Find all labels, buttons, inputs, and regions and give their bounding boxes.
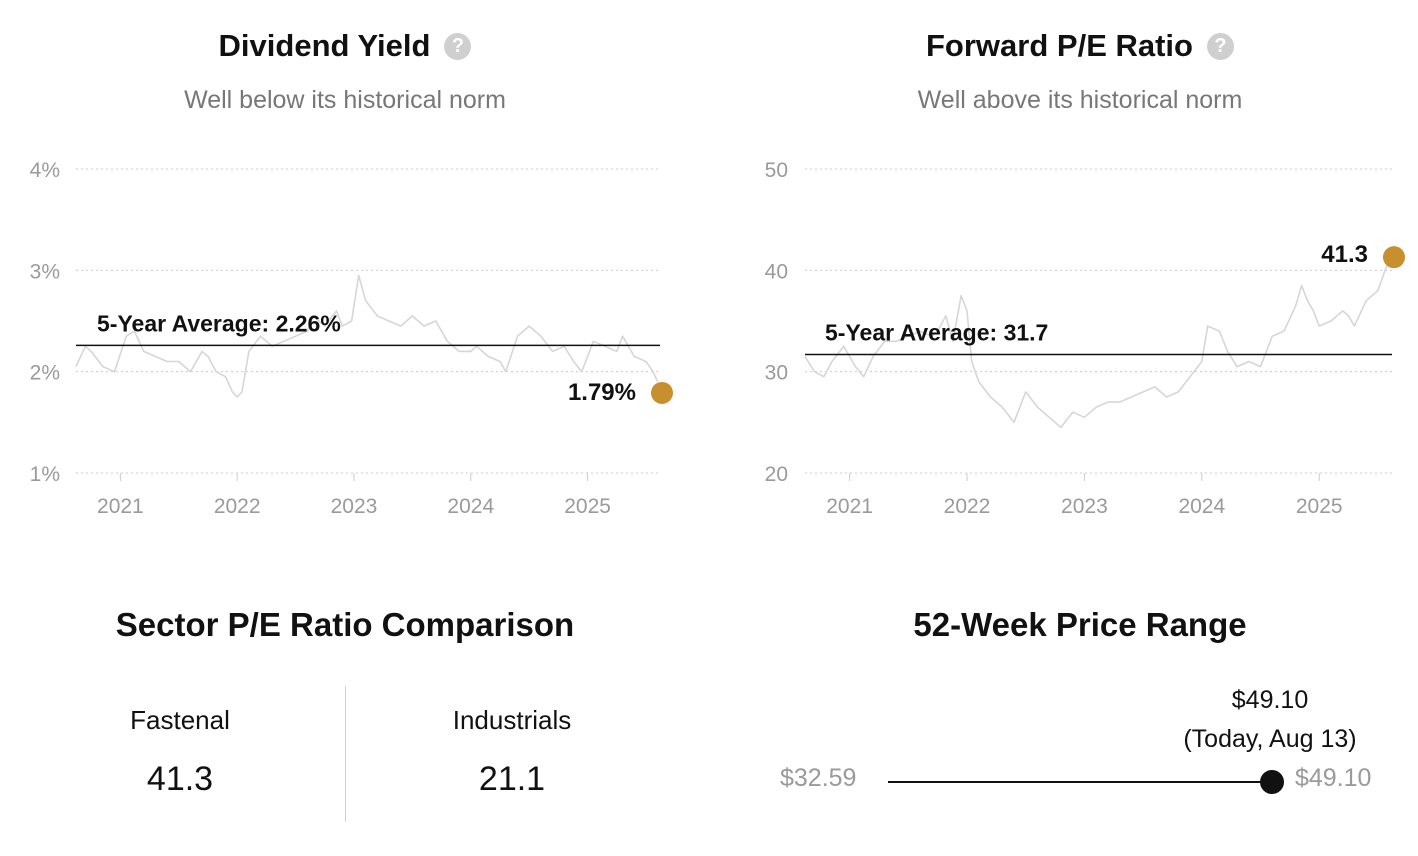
y-tick-label: 2%	[30, 362, 60, 385]
x-tick-label: 2024	[447, 495, 494, 518]
range-high-value: $49.10	[1295, 764, 1372, 792]
sector-pe-title: Sector P/E Ratio Comparison	[115, 606, 575, 643]
y-tick-label: 1%	[30, 463, 60, 486]
y-tick-label: 20	[765, 463, 788, 486]
dividend-yield-title: Dividend Yield?	[0, 28, 690, 64]
fastenal-label: Fastenal	[130, 705, 230, 735]
dividend-yield-title-text: Dividend Yield	[218, 28, 431, 63]
comparison-divider	[345, 686, 346, 822]
range-track	[888, 781, 1272, 783]
industrials-value: 21.1	[478, 760, 546, 798]
current-value-marker	[1383, 246, 1405, 269]
five-year-average-label: 5-Year Average: 2.26%	[97, 310, 341, 336]
y-tick-label: 30	[765, 362, 788, 385]
y-tick-label: 50	[765, 159, 788, 182]
range-current-value: $49.10	[1231, 686, 1309, 714]
y-tick-label: 3%	[30, 260, 60, 283]
x-tick-label: 2021	[97, 495, 144, 518]
dividend-yield-subtitle: Well below its historical norm	[184, 86, 506, 114]
range-current-note: (Today, Aug 13)	[1183, 725, 1357, 753]
x-tick-label: 2025	[1296, 495, 1343, 518]
current-value-marker	[651, 381, 673, 404]
price-range-title: 52-Week Price Range	[913, 606, 1247, 643]
dividend-yield-chart: 4% 3% 2% 1% 2021 2022 2023 2024 2025 5-Year Avera…	[30, 159, 673, 518]
current-value-label: 1.79%	[568, 379, 636, 406]
x-tick-label: 2024	[1178, 495, 1225, 518]
range-current-marker	[1260, 770, 1284, 794]
range-low-value: $32.59	[780, 764, 857, 792]
y-tick-label: 40	[765, 260, 788, 283]
five-year-average-label: 5-Year Average: 31.7	[825, 319, 1048, 345]
x-tick-label: 2022	[944, 495, 991, 518]
fastenal-value: 41.3	[146, 760, 214, 798]
history-line	[804, 259, 1391, 429]
forward-pe-title-text: Forward P/E Ratio	[926, 28, 1193, 63]
forward-pe-subtitle: Well above its historical norm	[917, 86, 1243, 114]
question-circle-icon[interactable]: ?	[1206, 33, 1234, 60]
industrials-label: Industrials	[452, 705, 572, 735]
forward-pe-chart: 50 40 30 20 2021 2022 2023 2024 2025 5-Year Avera…	[765, 159, 1405, 518]
forward-pe-title: Forward P/E Ratio?	[730, 28, 1418, 64]
current-value-label: 41.3	[1321, 241, 1368, 268]
x-tick-label: 2025	[564, 495, 611, 518]
question-circle-icon[interactable]: ?	[444, 33, 472, 60]
x-tick-label: 2023	[331, 495, 378, 518]
x-tick-label: 2023	[1061, 495, 1108, 518]
y-tick-label: 4%	[30, 159, 60, 182]
x-tick-label: 2022	[214, 495, 261, 518]
x-tick-label: 2021	[826, 495, 873, 518]
history-line	[75, 274, 659, 398]
